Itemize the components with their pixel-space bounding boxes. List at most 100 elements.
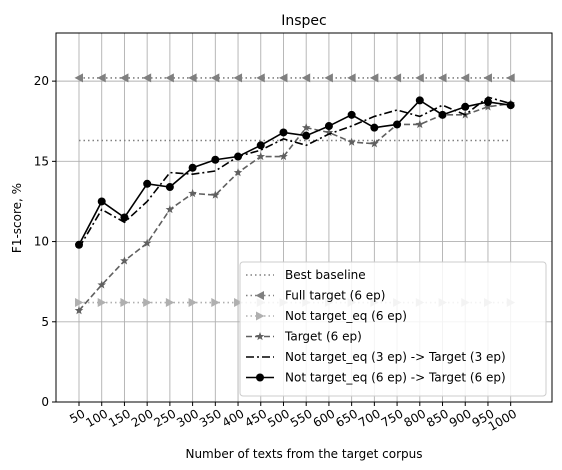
data-point: [75, 298, 84, 308]
series-6: [75, 96, 515, 249]
y-tick-label: 5: [41, 315, 49, 329]
series-line: [78, 102, 511, 312]
data-point: [188, 73, 197, 83]
data-point: [301, 73, 311, 83]
data-point: [506, 101, 515, 110]
data-point: [211, 155, 220, 164]
data-point: [415, 96, 424, 105]
data-point: [165, 183, 174, 192]
data-point: [302, 131, 311, 140]
data-point: [483, 102, 493, 111]
data-point: [347, 110, 356, 119]
data-point: [210, 73, 220, 83]
legend: Best baseline Full target (6 ep) Not targe…: [239, 261, 547, 397]
data-point: [278, 73, 288, 83]
data-point: [120, 213, 129, 222]
legend-item: Not target_eq (6 ep) -> Target (6 ep): [246, 371, 506, 385]
data-point: [415, 119, 425, 129]
data-point: [143, 179, 152, 188]
data-point: [506, 73, 515, 83]
data-point: [392, 73, 402, 83]
data-point: [142, 238, 152, 247]
x-tick-label: 50: [67, 406, 87, 426]
data-point: [370, 123, 379, 132]
data-point: [188, 298, 198, 308]
data-point: [324, 73, 333, 83]
legend-item: Target (6 ep): [246, 330, 362, 344]
data-point: [234, 152, 243, 161]
data-point: [74, 306, 84, 315]
data-point: [347, 137, 356, 146]
data-point: [165, 73, 174, 83]
series-line: [78, 96, 511, 249]
data-point: [119, 73, 129, 83]
legend-box: [239, 261, 547, 397]
legend-marker: [256, 373, 264, 382]
data-point: [233, 73, 243, 83]
y-axis-label: F1-score, %: [10, 183, 24, 253]
legend-label: Not target_eq (6 ep): [285, 309, 407, 323]
legend-label: Not target_eq (3 ep) -> Target (3 ep): [285, 350, 506, 364]
data-point: [279, 152, 288, 161]
data-point: [211, 298, 220, 308]
legend-marker: [256, 311, 265, 321]
data-point: [233, 168, 243, 177]
y-axis: 0 5 10 15 20: [34, 74, 56, 409]
data-point: [256, 152, 266, 161]
data-point: [97, 280, 106, 289]
data-point: [97, 73, 106, 83]
data-point: [460, 73, 470, 83]
x-axis: 5010015020025030035040045050055060065070…: [67, 402, 519, 434]
legend-label: Full target (6 ep): [285, 289, 385, 303]
data-point: [74, 73, 83, 83]
legend-marker: [255, 332, 265, 341]
data-point: [142, 73, 152, 83]
data-point: [188, 163, 197, 172]
data-point: [369, 73, 379, 83]
data-point: [256, 141, 265, 150]
legend-item: Not target_eq (3 ep) -> Target (3 ep): [246, 350, 506, 364]
legend-item: Best baseline: [246, 268, 366, 282]
data-point: [483, 73, 492, 83]
data-point: [165, 298, 175, 308]
data-point: [324, 127, 334, 137]
data-point: [256, 73, 265, 83]
series-5: [78, 96, 511, 249]
chart-title: Inspec: [281, 13, 327, 29]
series-2: [74, 73, 515, 83]
data-point: [75, 240, 83, 249]
data-point: [438, 73, 447, 83]
y-tick-label: 20: [34, 74, 49, 88]
data-point: [347, 73, 356, 83]
data-point: [120, 298, 129, 308]
data-point: [461, 102, 470, 111]
data-point: [301, 123, 311, 132]
data-point: [165, 204, 175, 214]
data-point: [234, 298, 243, 308]
legend-item: Not target_eq (6 ep): [246, 309, 407, 323]
data-point: [97, 197, 106, 206]
data-point: [393, 120, 402, 129]
data-point: [97, 298, 107, 308]
data-point: [188, 188, 197, 198]
y-tick-label: 0: [41, 395, 49, 409]
data-point: [438, 110, 447, 119]
legend-label: Target (6 ep): [284, 330, 362, 344]
legend-marker: [255, 291, 264, 300]
data-point: [143, 298, 152, 308]
legend-label: Best baseline: [285, 268, 366, 282]
y-tick-label: 15: [34, 154, 49, 168]
data-point: [211, 190, 220, 199]
x-axis-label: Number of texts from the target corpus: [185, 447, 422, 461]
legend-item: Full target (6 ep): [246, 289, 385, 303]
data-point: [370, 139, 379, 148]
data-point: [324, 122, 333, 131]
plot-frame: [55, 32, 553, 403]
y-tick-label: 10: [34, 235, 49, 249]
data-point: [483, 97, 492, 106]
data-point: [415, 73, 424, 83]
legend-label: Not target_eq (6 ep) -> Target (6 ep): [285, 371, 506, 385]
data-point: [120, 256, 129, 265]
data-point: [279, 128, 288, 137]
